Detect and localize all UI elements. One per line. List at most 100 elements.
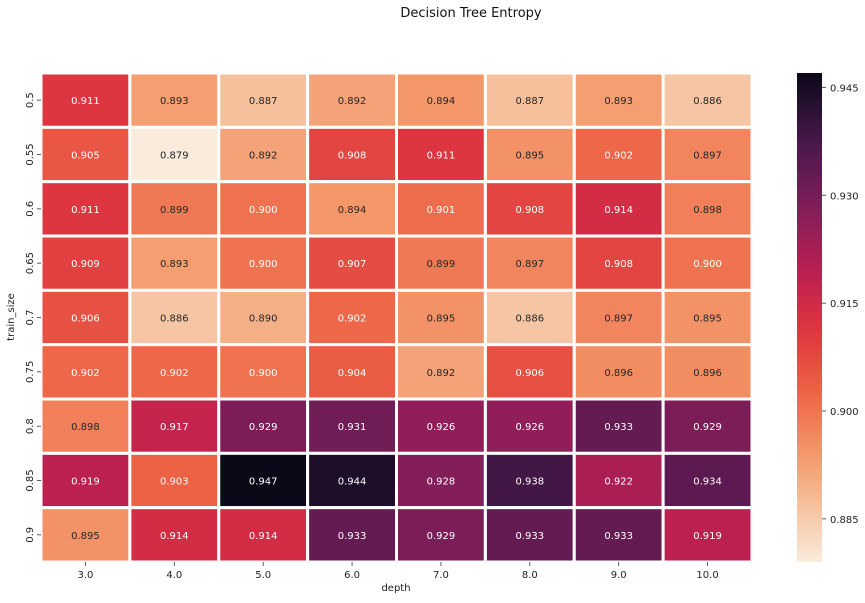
cell-value-label: 0.900: [693, 259, 722, 270]
cell-value-label: 0.908: [515, 205, 544, 216]
cell-value-label: 0.892: [249, 151, 278, 162]
cell-value-label: 0.933: [604, 531, 633, 542]
heatmap-cell: [217, 234, 310, 292]
heatmap-cell: [306, 180, 398, 238]
heatmap-cell: [395, 451, 487, 510]
cell-value-label: 0.908: [338, 151, 367, 162]
cell-value-label: 0.902: [338, 314, 367, 325]
cell-value-label: 0.895: [427, 314, 456, 325]
heatmap-cell: [217, 180, 310, 238]
cell-value-label: 0.926: [515, 422, 544, 433]
colorbar-ticks: 0.885 0.900 0.915 0.930 0.945: [822, 83, 859, 526]
cell-value-label: 0.944: [338, 477, 367, 488]
heatmap-cell: [661, 71, 754, 129]
cell-value-label: 0.900: [249, 205, 278, 216]
cell-value-label: 0.928: [427, 477, 456, 488]
cell-value-label: 0.890: [249, 314, 278, 325]
cell-value-label: 0.894: [427, 96, 456, 107]
x-tick-label: 8.0: [522, 570, 538, 581]
x-axis: 3.0 4.0 5.0 6.0 7.0 8.0 9.0 10.0: [77, 562, 719, 581]
heatmap-cell: [661, 506, 754, 564]
cell-value-label: 0.911: [427, 151, 456, 162]
heatmap-cell: [128, 506, 221, 564]
cell-value-label: 0.905: [71, 151, 100, 162]
y-axis: 0.5 0.55 0.6 0.65 0.7 0.75 0.8 0.85 0.9: [25, 92, 41, 543]
cell-value-label: 0.914: [160, 531, 189, 542]
heatmap-cell: [483, 125, 576, 184]
y-tick-label: 0.5: [25, 92, 36, 108]
heatmap-cell: [483, 343, 576, 401]
cell-value-label: 0.911: [71, 96, 100, 107]
heatmap-cell: [395, 343, 487, 401]
cell-value-label: 0.938: [515, 477, 544, 488]
x-tick-label: 3.0: [77, 570, 93, 581]
cell-value-label: 0.879: [160, 151, 189, 162]
cell-value-label: 0.892: [427, 368, 456, 379]
chart-title: Decision Tree Entropy: [400, 6, 542, 21]
heatmap-cell: [661, 125, 754, 184]
heatmap-cell: [306, 288, 398, 347]
cell-value-label: 0.893: [160, 259, 189, 270]
cell-value-label: 0.906: [515, 368, 544, 379]
colorbar-gradient: [797, 73, 822, 562]
y-tick-label: 0.6: [25, 201, 36, 217]
cell-value-label: 0.929: [693, 422, 722, 433]
cell-value-label: 0.909: [71, 259, 100, 270]
cell-value-label: 0.926: [427, 422, 456, 433]
x-tick-label: 9.0: [611, 570, 627, 581]
heatmap-cell: [572, 234, 665, 292]
x-axis-label: depth: [381, 583, 410, 594]
y-tick-label: 0.9: [25, 527, 36, 543]
colorbar-tick-label: 0.915: [830, 299, 859, 310]
cell-value-label: 0.895: [693, 314, 722, 325]
cell-value-label: 0.894: [338, 205, 367, 216]
cell-value-label: 0.933: [338, 531, 367, 542]
cell-value-label: 0.887: [515, 96, 544, 107]
cell-value-label: 0.914: [604, 205, 633, 216]
cell-value-label: 0.896: [693, 368, 722, 379]
cell-value-label: 0.900: [249, 259, 278, 270]
colorbar-tick-label: 0.945: [830, 83, 859, 94]
heatmap-cell: [395, 288, 487, 347]
y-tick-label: 0.7: [25, 310, 36, 326]
cell-value-label: 0.907: [338, 259, 367, 270]
cell-value-label: 0.902: [71, 368, 100, 379]
y-axis-label: train_size: [6, 293, 17, 341]
cell-value-label: 0.903: [160, 477, 189, 488]
heatmap-cell-labels: 0.911 0.893 0.887 0.892 0.894 0.887 0.893 0.886…: [71, 96, 722, 542]
cell-value-label: 0.931: [338, 422, 367, 433]
cell-value-label: 0.899: [160, 205, 189, 216]
cell-value-label: 0.886: [160, 314, 189, 325]
y-tick-label: 0.75: [25, 361, 36, 383]
cell-value-label: 0.897: [604, 314, 633, 325]
x-tick-label: 4.0: [166, 570, 182, 581]
heatmap-cell: [572, 180, 665, 238]
cell-value-label: 0.901: [427, 205, 456, 216]
cell-value-label: 0.911: [71, 205, 100, 216]
colorbar-tick-label: 0.885: [830, 515, 859, 526]
cell-value-label: 0.893: [160, 96, 189, 107]
cell-value-label: 0.899: [427, 259, 456, 270]
cell-value-label: 0.947: [249, 477, 278, 488]
cell-value-label: 0.897: [515, 259, 544, 270]
cell-value-label: 0.922: [604, 477, 633, 488]
cell-value-label: 0.896: [604, 368, 633, 379]
cell-value-label: 0.933: [515, 531, 544, 542]
heatmap-cell: [306, 506, 398, 564]
heatmap-cell: [395, 234, 487, 292]
heatmap-cell: [395, 506, 487, 564]
cell-value-label: 0.934: [693, 477, 722, 488]
heatmap-cell: [661, 343, 754, 401]
heatmap-cell: [217, 451, 310, 510]
x-tick-label: 7.0: [433, 570, 449, 581]
y-tick-label: 0.65: [25, 252, 36, 274]
cell-value-label: 0.929: [249, 422, 278, 433]
heatmap-cell: [661, 451, 754, 510]
cell-value-label: 0.898: [71, 422, 100, 433]
heatmap-cell: [306, 125, 398, 184]
heatmap-cell: [572, 397, 665, 455]
cell-value-label: 0.904: [338, 368, 367, 379]
cell-value-label: 0.886: [693, 96, 722, 107]
cell-value-label: 0.902: [160, 368, 189, 379]
